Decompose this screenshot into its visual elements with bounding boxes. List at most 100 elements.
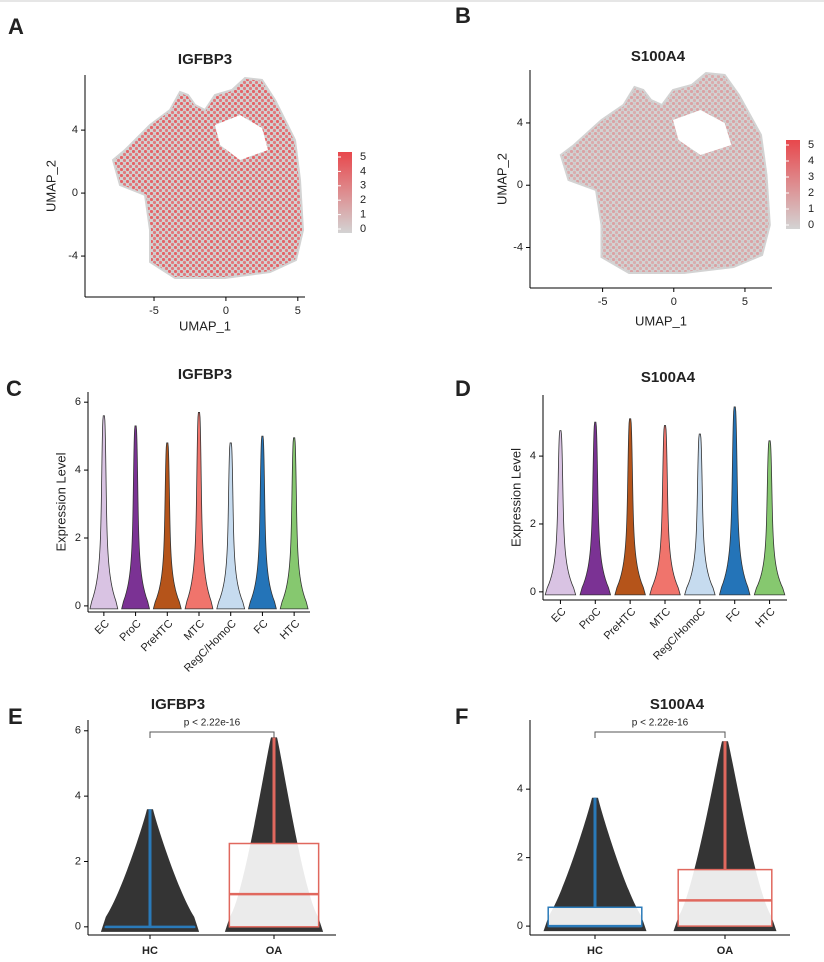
y-tick-label: 0 (517, 179, 523, 191)
box (677, 868, 773, 927)
y-tick-label: 2 (517, 852, 523, 864)
violin (279, 437, 309, 610)
cell-cloud (559, 71, 771, 274)
x-tick-label: EC (93, 618, 112, 637)
x-tick-label: MTC (182, 618, 207, 643)
p-value: p < 2.22e-16 (632, 718, 689, 729)
panel-title: S100A4 (641, 369, 696, 386)
y-axis-label: UMAP_2 (494, 153, 509, 205)
x-tick-label: 0 (223, 305, 229, 317)
y-tick-label: 0 (530, 586, 536, 598)
y-tick-label: 4 (517, 783, 523, 795)
violin (614, 418, 646, 596)
violin (89, 415, 119, 610)
violin (121, 425, 151, 610)
violin (247, 435, 277, 610)
x-tick-label: HC (587, 945, 603, 957)
colorbar-label: 2 (360, 194, 366, 206)
x-tick-label: 5 (295, 305, 301, 317)
x-axis-label: UMAP_1 (635, 313, 687, 328)
colorbar-label: 4 (360, 165, 366, 177)
x-tick-label: -5 (598, 296, 608, 308)
colorbar-label: 0 (808, 219, 814, 231)
x-tick-label: FC (724, 606, 743, 625)
y-tick-label: 4 (530, 450, 536, 462)
violin (753, 440, 786, 596)
x-tick-label: EC (549, 606, 568, 625)
violin (184, 411, 214, 610)
x-tick-label: OA (717, 945, 734, 957)
box (547, 906, 643, 927)
x-tick-label: 0 (671, 296, 677, 308)
panel-letter: D (455, 376, 471, 401)
y-tick-label: 4 (75, 464, 81, 476)
colorbar-label: 2 (808, 187, 814, 199)
x-tick-label: MTC (648, 606, 673, 631)
colorbar-label: 3 (360, 180, 366, 192)
x-tick-label: ProC (577, 606, 603, 632)
x-tick-label: ProC (118, 618, 144, 644)
panel-title: S100A4 (650, 696, 705, 713)
y-tick-label: 6 (75, 725, 81, 737)
panel-title: IGFBP3 (178, 51, 232, 68)
x-tick-label: -5 (149, 305, 159, 317)
x-tick-label: HC (142, 945, 158, 957)
x-tick-label: 5 (742, 296, 748, 308)
violin (544, 430, 577, 596)
y-tick-label: 0 (75, 600, 81, 612)
panel-letter: C (6, 376, 22, 401)
y-tick-label: 4 (75, 790, 81, 802)
colorbar (786, 140, 800, 229)
colorbar (338, 152, 352, 233)
violin (684, 433, 716, 596)
x-axis-label: UMAP_1 (179, 318, 231, 333)
x-tick-label: HTC (753, 606, 778, 631)
colorbar-label: 5 (360, 151, 366, 163)
x-tick-label: HTC (278, 618, 303, 643)
y-tick-label: 4 (72, 124, 78, 136)
violin (579, 421, 612, 596)
colorbar-label: 1 (360, 209, 366, 221)
cloud-gap (673, 110, 732, 155)
x-tick-label: PreHTC (139, 618, 176, 655)
colorbar-label: 1 (808, 203, 814, 215)
y-axis-label: Expression Level (53, 452, 68, 551)
significance-bracket (149, 731, 275, 738)
y-tick-label: 2 (75, 532, 81, 544)
y-tick-label: 6 (75, 396, 81, 408)
violin (718, 406, 751, 596)
y-tick-label: -4 (68, 250, 78, 262)
y-tick-label: -4 (513, 241, 523, 253)
colorbar-label: 4 (808, 155, 814, 167)
x-tick-label: PreHTC (602, 606, 639, 643)
colorbar-label: 3 (808, 171, 814, 183)
y-axis-label: Expression Level (508, 448, 523, 547)
y-tick-label: 0 (75, 921, 81, 933)
cloud-gap (215, 115, 268, 160)
colorbar-label: 5 (808, 139, 814, 151)
y-tick-label: 0 (72, 187, 78, 199)
box (228, 842, 320, 928)
y-tick-label: 4 (517, 117, 523, 129)
violin (152, 442, 182, 610)
violin (216, 442, 246, 610)
panel-letter: A (8, 14, 24, 39)
colorbar-label: 0 (360, 223, 366, 235)
panel-letter: F (455, 704, 468, 729)
panel-letter: B (455, 3, 471, 28)
significance-bracket (594, 731, 726, 738)
panel-title: S100A4 (631, 48, 686, 65)
panel-title: IGFBP3 (151, 696, 205, 713)
y-tick-label: 2 (530, 518, 536, 530)
x-tick-label: OA (266, 945, 283, 957)
panel-title: IGFBP3 (178, 366, 232, 383)
y-tick-label: 0 (517, 920, 523, 932)
violin (649, 425, 681, 596)
y-axis-label: UMAP_2 (43, 160, 58, 212)
p-value: p < 2.22e-16 (184, 718, 241, 729)
y-tick-label: 2 (75, 855, 81, 867)
panel-letter: E (8, 704, 23, 729)
x-tick-label: FC (252, 618, 271, 637)
